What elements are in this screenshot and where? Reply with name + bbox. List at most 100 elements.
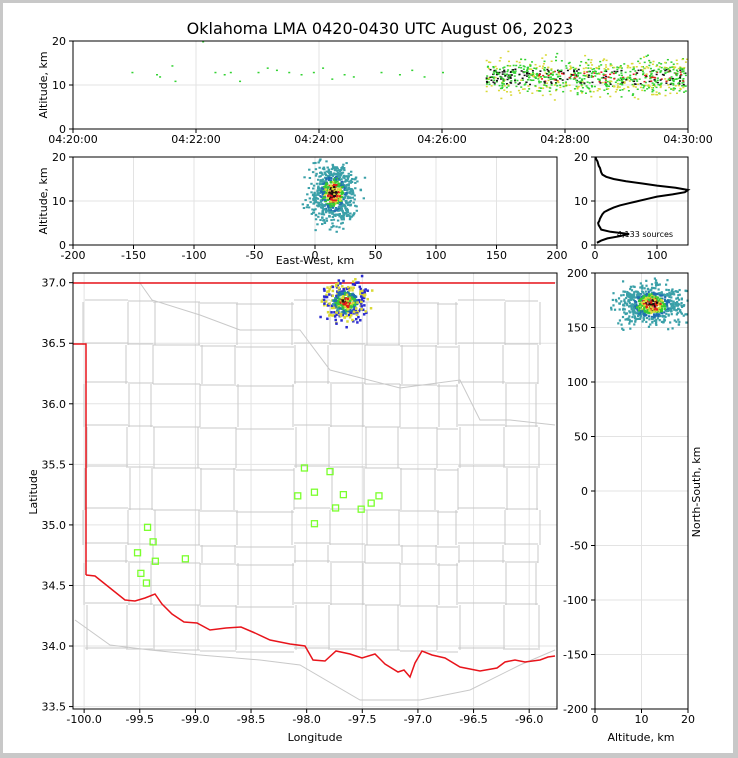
- source-point: [543, 60, 546, 63]
- density-cell: [347, 175, 350, 178]
- source-point: [523, 84, 526, 86]
- density-cell: [343, 196, 347, 199]
- density-cell: [331, 194, 334, 197]
- density-cell: [314, 229, 317, 232]
- source-point: [529, 79, 532, 81]
- source-point: [515, 64, 518, 67]
- source-point: [626, 76, 629, 78]
- longitude-tick-label: -97.5: [348, 713, 376, 726]
- density-cell: [666, 308, 669, 311]
- altitude-tick-label: 20: [574, 151, 588, 164]
- source-point: [607, 68, 610, 70]
- density-cell: [630, 320, 633, 323]
- density-cell: [335, 225, 338, 228]
- source-point: [526, 72, 529, 74]
- source-point: [517, 89, 520, 92]
- density-cell: [668, 299, 671, 302]
- density-cell: [334, 199, 337, 202]
- source-point: [509, 75, 512, 77]
- source-point: [486, 65, 489, 68]
- density-cell: [641, 284, 644, 287]
- density-cell: [641, 287, 644, 290]
- source-point: [590, 84, 593, 87]
- density-cell: [667, 288, 670, 292]
- density-cell: [339, 187, 342, 190]
- source-point: [673, 67, 676, 69]
- density-cell: [638, 299, 641, 303]
- density-cell: [326, 186, 329, 189]
- source-point: [485, 77, 488, 79]
- source-point: [555, 79, 558, 81]
- density-cell: [327, 204, 330, 207]
- source-point: [580, 83, 583, 86]
- density-cell: [649, 301, 653, 304]
- density-cell: [324, 199, 327, 202]
- source-point: [497, 89, 500, 92]
- source-point: [346, 285, 350, 289]
- source-point: [521, 88, 524, 90]
- density-cell: [341, 205, 344, 208]
- source-point: [565, 81, 568, 83]
- density-cell: [643, 312, 646, 315]
- source-point: [545, 86, 548, 88]
- source-point: [639, 57, 642, 60]
- source-point: [539, 90, 542, 92]
- source-point: [494, 69, 497, 72]
- source-point: [355, 299, 359, 302]
- source-point: [667, 84, 670, 86]
- source-point: [341, 297, 345, 301]
- source-point: [583, 78, 586, 80]
- density-cell: [330, 192, 333, 195]
- source-point: [512, 72, 515, 74]
- density-cell: [631, 315, 634, 319]
- source-point: [536, 73, 539, 76]
- density-cell: [312, 197, 315, 200]
- density-cell: [324, 173, 327, 176]
- source-point: [532, 75, 535, 77]
- source-point: [648, 64, 651, 67]
- density-cell: [323, 171, 326, 174]
- density-cell: [657, 313, 660, 316]
- source-point: [603, 58, 606, 60]
- density-cell: [312, 184, 316, 187]
- source-point: [575, 74, 578, 76]
- source-point: [342, 279, 345, 283]
- source-point: [574, 72, 577, 75]
- source-point: [337, 289, 341, 292]
- source-point: [643, 56, 646, 58]
- source-point: [653, 83, 656, 85]
- source-point: [328, 287, 331, 291]
- source-point: [340, 290, 344, 293]
- source-point: [558, 73, 561, 75]
- density-cell: [330, 219, 333, 222]
- source-point: [355, 281, 358, 284]
- source-point: [538, 87, 541, 89]
- source-point: [506, 70, 509, 73]
- source-point: [590, 95, 593, 98]
- source-point: [609, 95, 612, 98]
- density-cell: [638, 306, 641, 310]
- density-cell: [614, 298, 617, 302]
- source-point: [656, 71, 659, 74]
- source-point: [485, 90, 488, 93]
- density-cell: [343, 169, 346, 172]
- source-point: [543, 84, 546, 86]
- density-cell: [345, 183, 349, 186]
- source-point: [655, 65, 658, 68]
- density-cell: [309, 201, 312, 204]
- source-point: [543, 75, 546, 78]
- density-cell: [645, 320, 648, 324]
- density-cell: [640, 295, 643, 299]
- source-point: [493, 73, 496, 75]
- source-point: [642, 72, 645, 74]
- source-point: [578, 80, 581, 83]
- eastwest-tick-label: -200: [61, 249, 86, 262]
- source-point: [156, 74, 159, 76]
- source-point: [555, 82, 558, 85]
- density-cell: [622, 290, 625, 293]
- altitude-tick-label: 10: [52, 195, 66, 208]
- source-point: [670, 76, 673, 78]
- density-cell: [664, 295, 667, 299]
- density-cell: [641, 302, 644, 305]
- source-point: [600, 77, 603, 79]
